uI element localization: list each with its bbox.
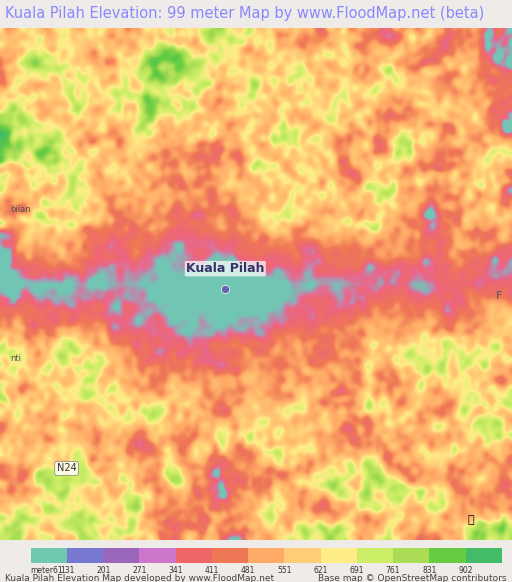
FancyBboxPatch shape <box>357 548 393 563</box>
Text: 691: 691 <box>350 566 364 575</box>
Text: 411: 411 <box>205 566 219 575</box>
Text: Kuala Pilah Elevation Map developed by www.FloodMap.net: Kuala Pilah Elevation Map developed by w… <box>5 574 274 582</box>
Text: bilan: bilan <box>10 205 31 214</box>
Text: nti: nti <box>10 354 21 363</box>
FancyBboxPatch shape <box>248 548 284 563</box>
FancyBboxPatch shape <box>321 548 357 563</box>
Text: 131: 131 <box>60 566 74 575</box>
Text: N24: N24 <box>57 463 76 473</box>
FancyBboxPatch shape <box>465 548 502 563</box>
FancyBboxPatch shape <box>284 548 321 563</box>
Text: 481: 481 <box>241 566 255 575</box>
Text: 761: 761 <box>386 566 400 575</box>
Text: 271: 271 <box>132 566 146 575</box>
FancyBboxPatch shape <box>393 548 429 563</box>
Text: 621: 621 <box>313 566 328 575</box>
Text: Kuala Pilah: Kuala Pilah <box>186 262 265 275</box>
FancyBboxPatch shape <box>67 548 103 563</box>
Text: meter61: meter61 <box>31 566 63 575</box>
Text: 551: 551 <box>277 566 292 575</box>
Text: 341: 341 <box>168 566 183 575</box>
FancyBboxPatch shape <box>212 548 248 563</box>
Text: 902: 902 <box>458 566 473 575</box>
FancyBboxPatch shape <box>139 548 176 563</box>
FancyBboxPatch shape <box>429 548 465 563</box>
Text: 201: 201 <box>96 566 111 575</box>
Text: 🗺: 🗺 <box>468 514 474 524</box>
Text: 831: 831 <box>422 566 436 575</box>
FancyBboxPatch shape <box>103 548 139 563</box>
FancyBboxPatch shape <box>176 548 212 563</box>
Text: F: F <box>496 292 502 301</box>
FancyBboxPatch shape <box>31 548 67 563</box>
Text: Kuala Pilah Elevation: 99 meter Map by www.FloodMap.net (beta): Kuala Pilah Elevation: 99 meter Map by w… <box>5 6 484 22</box>
Text: Base map © OpenStreetMap contributors: Base map © OpenStreetMap contributors <box>318 574 507 582</box>
